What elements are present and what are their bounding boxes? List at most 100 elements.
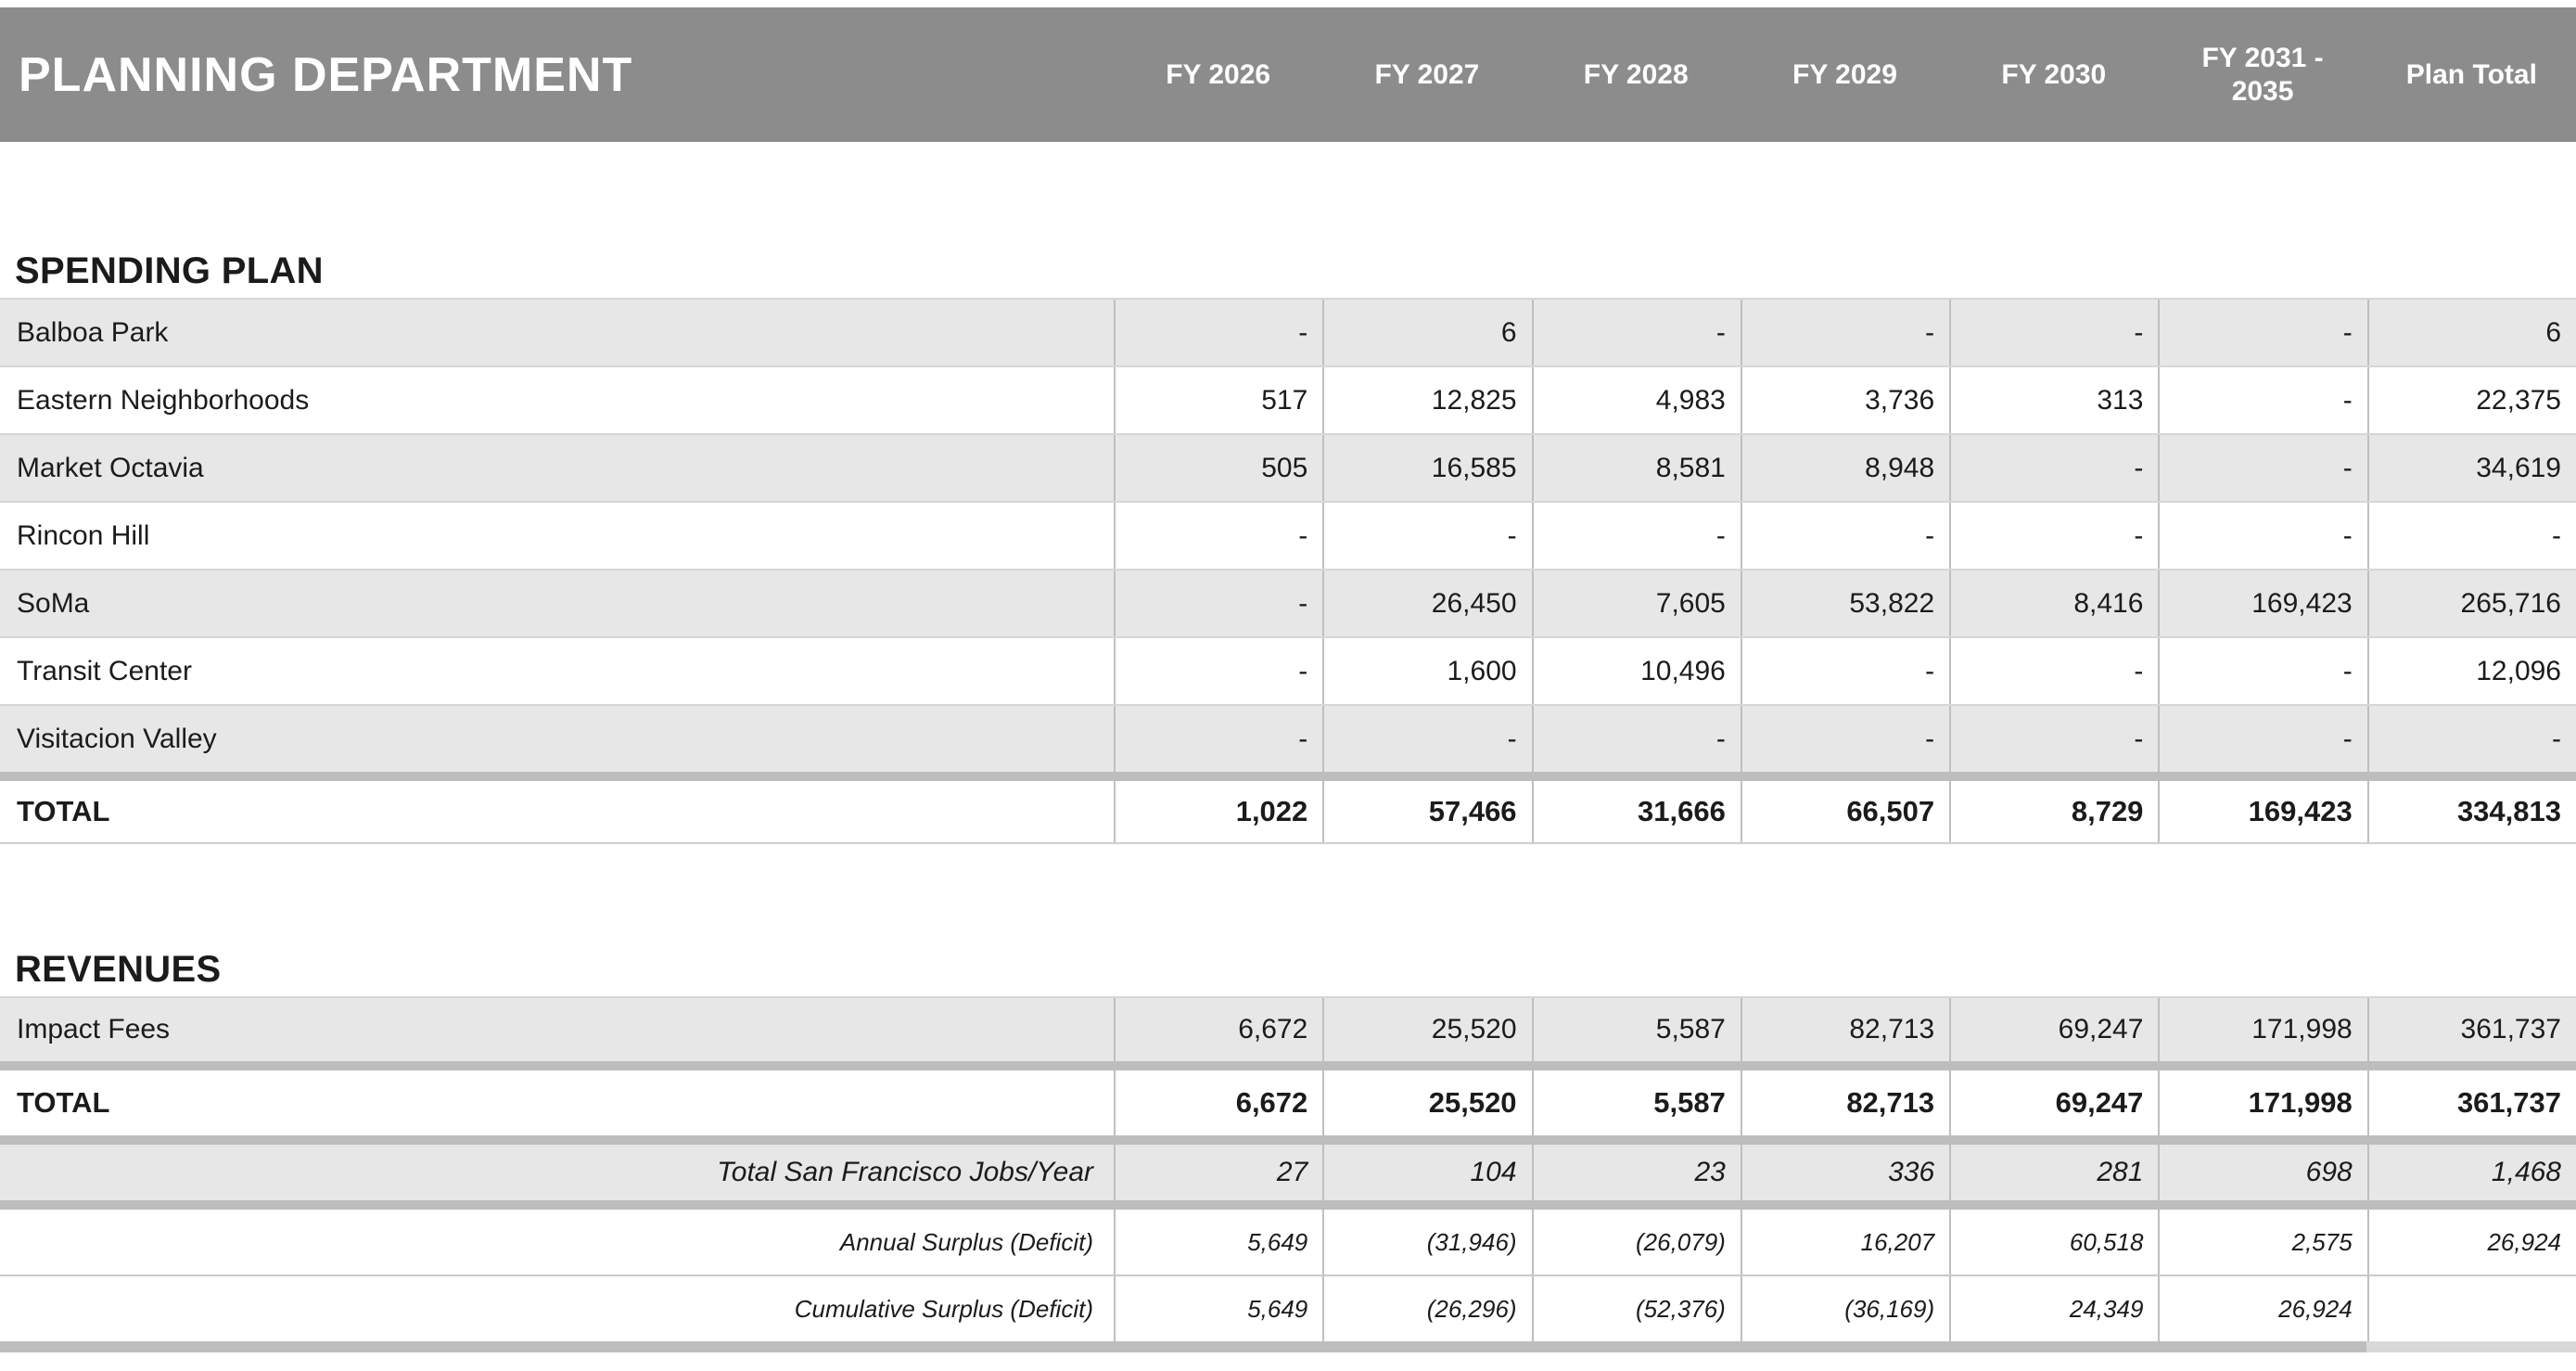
cell-value: 517	[1114, 367, 1322, 433]
column-header-label: FY 2026	[1166, 58, 1271, 90]
cell-value: -	[2158, 638, 2366, 704]
cell-value: 6,672	[1114, 1070, 1322, 1135]
row-label: Total San Francisco Jobs/Year	[717, 1157, 1093, 1187]
section-title-revenues: REVENUES	[15, 949, 222, 990]
cell-value: 104	[1322, 1145, 1531, 1200]
jobs-per-year-row-container: Total San Francisco Jobs/Year 27 104 23 336 2…	[0, 1145, 2576, 1200]
cell-value: 1,600	[1322, 638, 1531, 704]
cell-value: 6	[2366, 300, 2576, 365]
cell-value: (31,946)	[1322, 1210, 1531, 1275]
cell-value: 66,507	[1740, 781, 1949, 842]
cell-value: 6,672	[1114, 998, 1322, 1061]
jobs-per-year-row: Total San Francisco Jobs/Year 27 104 23 336 2…	[0, 1145, 2576, 1200]
cumulative-surplus-row: Cumulative Surplus (Deficit) 5,649 (26,296…	[0, 1276, 2576, 1341]
row-divider	[0, 1275, 2576, 1276]
cell-value: 16,585	[1322, 435, 1531, 501]
cell-value: -	[2366, 706, 2576, 772]
cell-value: 8,416	[1949, 570, 2158, 636]
cell-value: 169,423	[2158, 570, 2366, 636]
cell-value: 10,496	[1531, 638, 1741, 704]
cell-value: (36,169)	[1740, 1276, 1949, 1341]
cell-value: -	[2158, 367, 2366, 433]
cell-value: 26,924	[2366, 1210, 2576, 1275]
cell-value: 1,022	[1114, 781, 1322, 842]
row-label: Visitacion Valley	[17, 723, 217, 754]
cell-value: 25,520	[1322, 1070, 1531, 1135]
cell-value: 25,520	[1322, 998, 1531, 1061]
cell-value: -	[2158, 435, 2366, 501]
cell-value: -	[1322, 503, 1531, 569]
cell-value: -	[1949, 503, 2158, 569]
column-header-label: FY 2029	[1792, 58, 1897, 90]
cell-value: -	[1949, 435, 2158, 501]
annual-surplus-row-container: Annual Surplus (Deficit) 5,649 (31,946) (26…	[0, 1210, 2576, 1275]
cell-value: 3,736	[1740, 367, 1949, 433]
table-row: Balboa Park -6- - - -6	[0, 298, 2576, 365]
cell-value: 27	[1114, 1145, 1322, 1200]
table-row: Market Octavia 505 16,585 8,581 8,948- -34,61…	[0, 433, 2576, 501]
cell-value: (52,376)	[1531, 1276, 1741, 1341]
cell-value: -	[1531, 706, 1741, 772]
cell-value: 12,825	[1322, 367, 1531, 433]
column-header-label: FY 2028	[1583, 58, 1689, 90]
cell-value: 361,737	[2366, 998, 2576, 1061]
cell-value: 265,716	[2366, 570, 2576, 636]
row-label: Rincon Hill	[17, 519, 150, 551]
cell-value: 69,247	[1949, 998, 2158, 1061]
cell-value: 26,924	[2158, 1276, 2366, 1341]
cell-value: 23	[1531, 1145, 1741, 1200]
cell-value: 26,450	[1322, 570, 1531, 636]
cell-value: (26,296)	[1322, 1276, 1531, 1341]
cell-value: 4,983	[1531, 367, 1741, 433]
header-bar: PLANNING DEPARTMENT FY 2026 FY 2027 FY 202…	[0, 7, 2576, 142]
annual-surplus-row: Annual Surplus (Deficit) 5,649 (31,946) (26…	[0, 1210, 2576, 1275]
cell-value: 336	[1740, 1145, 1949, 1200]
cell-value: (26,079)	[1531, 1210, 1741, 1275]
cell-value: 12,096	[2366, 638, 2576, 704]
cell-value: -	[1114, 706, 1322, 772]
cell-value: 5,649	[1114, 1276, 1322, 1341]
cell-value: -	[1949, 300, 2158, 365]
cell-value: -	[1114, 638, 1322, 704]
cell-value: 361,737	[2366, 1070, 2576, 1135]
cell-value: 34,619	[2366, 435, 2576, 501]
column-header: Plan Total	[2367, 7, 2576, 142]
cell-value: 5,649	[1114, 1210, 1322, 1275]
spacer	[0, 142, 2576, 242]
cell-value: 31,666	[1531, 781, 1741, 842]
cell-value: -	[2158, 706, 2366, 772]
cell-value: -	[1740, 638, 1949, 704]
cell-value: 169,423	[2158, 781, 2366, 842]
row-label: Transit Center	[17, 655, 192, 686]
section-divider	[0, 772, 2576, 781]
row-label: Eastern Neighborhoods	[17, 384, 310, 416]
cell-value: 57,466	[1322, 781, 1531, 842]
section-divider	[0, 1061, 2576, 1070]
cell-value: 334,813	[2366, 781, 2576, 842]
spacer	[0, 844, 2576, 948]
table-row: Rincon Hill - - - - - - -	[0, 501, 2576, 569]
cell-value: 60,518	[1949, 1210, 2158, 1275]
cell-value: -	[1740, 503, 1949, 569]
column-header-label: FY 2030	[2001, 58, 2107, 90]
cell-value: -	[1114, 300, 1322, 365]
cell-value: 22,375	[2366, 367, 2576, 433]
cell-value: 8,948	[1740, 435, 1949, 501]
revenues-rows: Impact Fees 6,672 25,520 5,587 82,713 69,247 1…	[0, 996, 2576, 1061]
row-label: TOTAL	[17, 1086, 110, 1119]
section-divider	[0, 1135, 2576, 1145]
table-row: Visitacion Valley - - - - - - -	[0, 704, 2576, 772]
row-label: SoMa	[17, 587, 90, 619]
revenues-total: TOTAL 6,672 25,520 5,587 82,713 69,247 171,998…	[0, 1070, 2576, 1135]
spending-plan-total: TOTAL 1,022 57,466 31,666 66,507 8,729 169,423…	[0, 781, 2576, 844]
column-header: FY 2030	[1949, 7, 2158, 142]
cell-value: -	[1322, 706, 1531, 772]
table-row: Impact Fees 6,672 25,520 5,587 82,713 69,247 1…	[0, 996, 2576, 1061]
column-header: FY 2027	[1322, 7, 1531, 142]
cell-value: -	[1740, 300, 1949, 365]
cell-value: 5,587	[1531, 1070, 1741, 1135]
row-label: Balboa Park	[17, 316, 169, 348]
cell-value: -	[1531, 300, 1741, 365]
cell-value	[2366, 1276, 2576, 1341]
